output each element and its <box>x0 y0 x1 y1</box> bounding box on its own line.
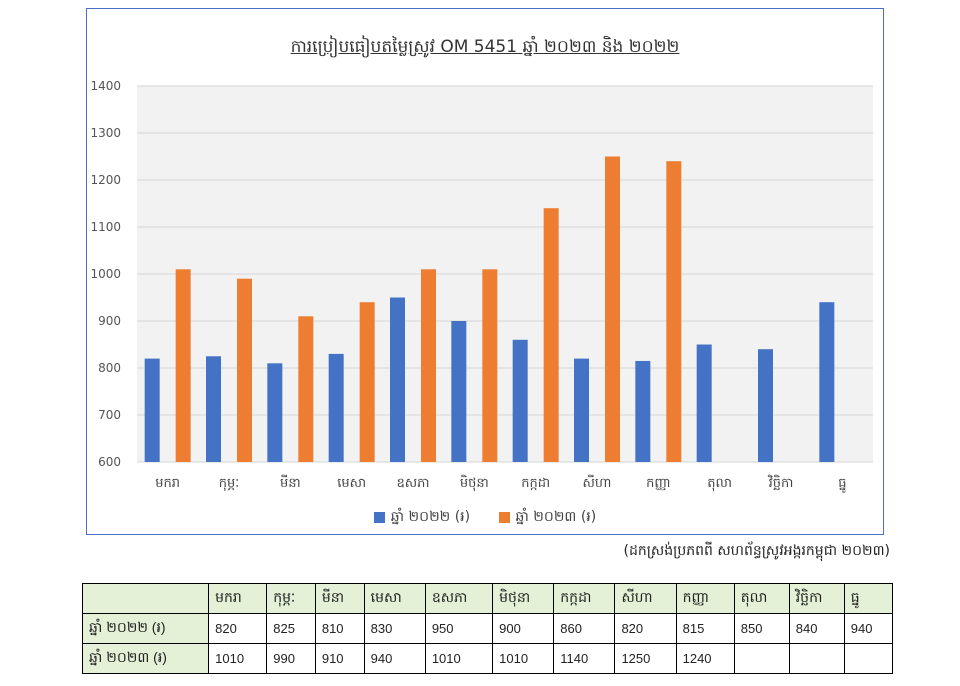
chart-title: ការប្រៀបធៀបតម្លៃស្រូវ OM 5451 ឆ្នាំ ២០២៣… <box>290 37 680 57</box>
bar-2022 <box>328 353 344 462</box>
x-tick-label: សីហា <box>583 474 612 491</box>
table-header-cell: ធ្នូ <box>843 583 894 614</box>
table-cell: 1240 <box>675 643 735 674</box>
table-header-cell: កញ្ញា <box>675 583 735 614</box>
table-header-cell: ឧសភា <box>424 583 494 614</box>
legend-item-2023: ឆ្នាំ ២០២៣ (៛) <box>498 507 597 528</box>
x-tick-label: កក្កដា <box>521 476 550 491</box>
source-note: (ដកស្រង់ប្រភពពី សហព័ន្ធស្រូវអង្ករកម្ពុជា… <box>623 543 890 559</box>
bar-2022 <box>635 360 651 462</box>
chart-frame: ការប្រៀបធៀបតម្លៃស្រូវ OM 5451 ឆ្នាំ ២០២៣… <box>86 8 884 535</box>
bar-2022 <box>390 297 405 462</box>
x-tick-label: ធ្នូ <box>838 476 846 493</box>
table-cell: 830 <box>363 613 426 644</box>
y-tick-label: 1100 <box>90 220 121 234</box>
table-row-label: ឆ្នាំ ២០២២ (៛) <box>81 613 210 644</box>
table-cell: 860 <box>553 613 616 644</box>
table-cell: 820 <box>614 613 677 644</box>
x-tick-label: មិថុនា <box>460 474 489 492</box>
legend-label-2023: ឆ្នាំ ២០២៣ (៛) <box>515 509 597 525</box>
table-header-cell: កក្កដា <box>553 583 616 614</box>
table-cell: 810 <box>314 613 365 644</box>
x-tick-label: មេសា <box>337 476 366 491</box>
bar-2022 <box>267 363 283 462</box>
x-tick-label: ឧសភា <box>396 476 429 491</box>
table-cell <box>788 643 845 674</box>
x-tick-label: កញ្ញា <box>646 476 671 491</box>
table-cell: 940 <box>843 613 894 644</box>
bar-2023 <box>298 316 314 462</box>
y-tick-label: 1000 <box>90 267 121 281</box>
table-header-cell: មករា <box>208 583 268 614</box>
bar-2022 <box>451 321 467 462</box>
bar-2022 <box>758 349 773 462</box>
y-tick-label: 1400 <box>90 79 121 93</box>
table-cell: 815 <box>675 613 735 644</box>
bar-2022 <box>206 356 221 462</box>
table-header-cell: មីនា <box>314 583 365 614</box>
y-tick-label: 700 <box>98 408 121 422</box>
legend-swatch-2022 <box>373 512 385 523</box>
table-header-cell: វិច្ឆិកា <box>788 583 845 614</box>
y-tick-label: 1300 <box>90 126 121 140</box>
legend-item-2022: ឆ្នាំ ២០២២ (៛) <box>373 507 471 528</box>
table-row: ឆ្នាំ ២០២៣ (៛) 1010 990 910 940 1010 101… <box>81 643 894 674</box>
table-cell: 910 <box>314 643 365 674</box>
table-cell <box>733 643 790 674</box>
bar-2023 <box>605 156 620 462</box>
table-cell: 820 <box>208 613 268 644</box>
legend-label-2022: ឆ្នាំ ២០២២ (៛) <box>390 509 471 525</box>
x-tick-label: មករា <box>155 476 180 491</box>
legend-swatch-2023 <box>498 512 510 523</box>
table-row: ឆ្នាំ ២០២២ (៛) 820 825 810 830 950 900 8… <box>81 613 894 644</box>
bar-2022 <box>144 358 160 462</box>
bar-2022 <box>512 339 528 462</box>
table-header-cell: មេសា <box>363 583 426 614</box>
table-cell: 825 <box>266 613 316 644</box>
chart-legend: ឆ្នាំ ២០២២ (៛) ឆ្នាំ ២០២៣ (៛) <box>87 507 883 528</box>
bar-2022 <box>696 344 712 462</box>
table-header-cell: សីហា <box>614 583 677 614</box>
table-corner-cell <box>81 583 210 614</box>
price-table: មករា កុម្ភៈ មីនា មេសា ឧសភា មិថុនា កក្កដា… <box>81 583 894 674</box>
table-cell <box>843 643 894 674</box>
bar-2022 <box>574 358 589 462</box>
y-tick-label: 600 <box>98 455 121 469</box>
table-cell: 840 <box>788 613 845 644</box>
table-cell: 1140 <box>553 643 616 674</box>
bar-2023 <box>543 208 559 462</box>
x-tick-label: វិច្ឆិកា <box>768 474 794 491</box>
table-header-cell: កុម្ភៈ <box>266 583 316 614</box>
table-cell: 950 <box>424 613 494 644</box>
bar-2023 <box>482 269 498 462</box>
table-header-row: មករា កុម្ភៈ មីនា មេសា ឧសភា មិថុនា កក្កដា… <box>81 583 894 614</box>
bar-2023 <box>421 269 436 462</box>
bar-2023 <box>237 278 252 462</box>
table-cell: 1010 <box>424 643 494 674</box>
y-tick-label: 800 <box>98 361 121 375</box>
table-header-cell: តុលា <box>733 583 790 614</box>
table-cell: 1010 <box>208 643 268 674</box>
bar-chart: 600 700 800 900 1000 1100 1200 1300 1400 មករា កុម្… <box>90 79 873 493</box>
y-tick-label: 1200 <box>90 173 121 187</box>
x-tick-label: កុម្ភៈ <box>219 476 239 492</box>
table-cell: 1250 <box>614 643 677 674</box>
bar-2023 <box>175 269 191 462</box>
x-tick-label: មីនា <box>280 474 301 491</box>
table-row-label: ឆ្នាំ ២០២៣ (៛) <box>81 643 210 674</box>
table-header-cell: មិថុនា <box>492 583 555 614</box>
table-cell: 1010 <box>492 643 555 674</box>
table-cell: 850 <box>733 613 790 644</box>
y-tick-label: 900 <box>98 314 121 328</box>
bar-2022 <box>819 302 835 462</box>
x-tick-label: តុលា <box>707 476 732 492</box>
table-cell: 900 <box>492 613 555 644</box>
table-cell: 940 <box>363 643 426 674</box>
bar-2023 <box>359 302 375 462</box>
table-cell: 990 <box>266 643 316 674</box>
bar-2023 <box>666 161 682 462</box>
